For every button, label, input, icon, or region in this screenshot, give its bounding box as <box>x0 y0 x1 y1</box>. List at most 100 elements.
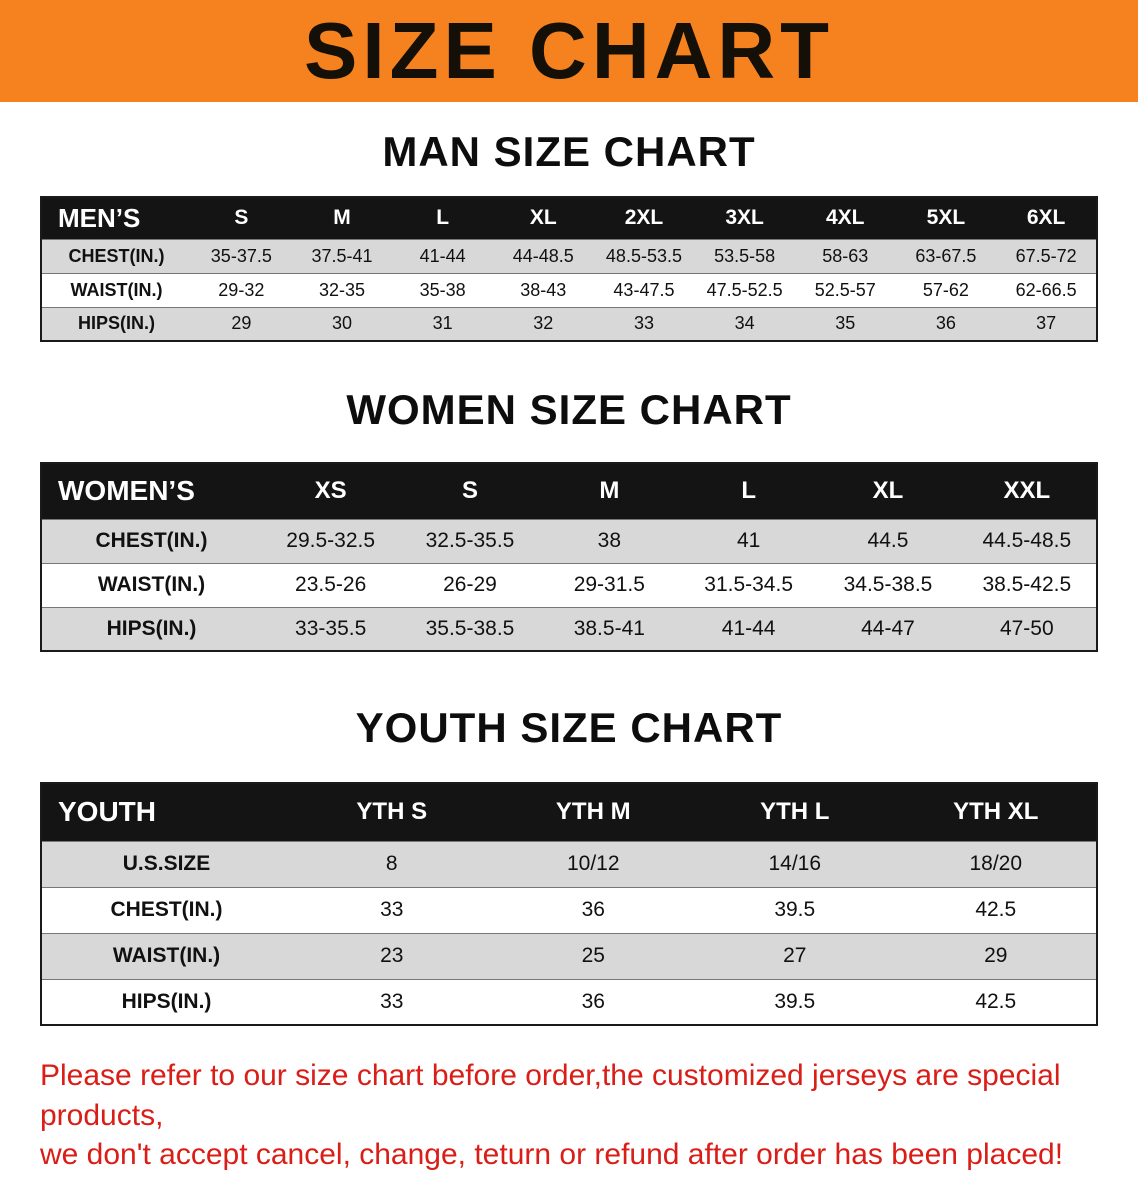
data-cell: 23 <box>291 932 493 979</box>
row-label-cell: HIPS(IN.) <box>41 606 261 651</box>
data-cell: 33 <box>291 978 493 1025</box>
data-cell: 38.5-42.5 <box>957 562 1097 607</box>
data-cell: 33 <box>291 886 493 933</box>
data-cell: 35-37.5 <box>191 238 292 273</box>
row-label-cell: CHEST(IN.) <box>41 518 261 563</box>
size-header-cell: YTH L <box>694 783 896 841</box>
data-cell: 25 <box>492 932 694 979</box>
youth-size-table: YOUTH YTH S YTH M YTH L YTH XL U.S.SIZE 8 10/12… <box>40 782 1098 1026</box>
data-cell: 44-47 <box>818 606 958 651</box>
data-cell: 44.5 <box>818 518 958 563</box>
footer-disclaimer: Please refer to our size chart before or… <box>0 1056 1138 1195</box>
data-cell: 33 <box>593 306 695 341</box>
data-cell: 30 <box>291 306 393 341</box>
header-row: MEN’S S M L XL 2XL 3XL 4XL 5XL 6XL <box>41 197 1097 239</box>
data-cell: 53.5-58 <box>694 238 795 273</box>
table-row: HIPS(IN.) 29 30 31 32 33 34 35 36 37 <box>41 306 1097 341</box>
data-cell: 36 <box>895 306 997 341</box>
disclaimer-line-1: Please refer to our size chart before or… <box>40 1059 1061 1132</box>
men-section-heading: MAN SIZE CHART <box>382 128 756 175</box>
size-header-cell: XS <box>261 463 401 519</box>
data-cell: 37.5-41 <box>291 238 393 273</box>
size-header-cell: 5XL <box>895 197 997 239</box>
data-cell: 38-43 <box>492 272 594 307</box>
men-size-section: MAN SIZE CHART MEN’S S M L XL 2XL 3XL 4XL 5XL 6XL… <box>0 102 1138 342</box>
data-cell: 62-66.5 <box>996 272 1097 307</box>
data-cell: 38.5-41 <box>539 606 679 651</box>
header-row: YOUTH YTH S YTH M YTH L YTH XL <box>41 783 1097 841</box>
data-cell: 32 <box>492 306 594 341</box>
data-cell: 42.5 <box>895 978 1097 1025</box>
data-cell: 14/16 <box>694 840 896 887</box>
table-title-cell: WOMEN’S <box>41 463 261 519</box>
data-cell: 23.5-26 <box>261 562 401 607</box>
table-row: WAIST(IN.) 29-32 32-35 35-38 38-43 43-47.5 47.… <box>41 272 1097 307</box>
women-size-table: WOMEN’S XS S M L XL XXL CHEST(IN.) 29.5-32.5 32.5… <box>40 462 1098 652</box>
data-cell: 26-29 <box>400 562 540 607</box>
data-cell: 42.5 <box>895 886 1097 933</box>
data-cell: 34 <box>694 306 795 341</box>
data-cell: 37 <box>996 306 1097 341</box>
data-cell: 41-44 <box>678 606 819 651</box>
data-cell: 38 <box>539 518 679 563</box>
disclaimer-line-2: we don't accept cancel, change, teturn o… <box>40 1138 1064 1172</box>
data-cell: 36 <box>492 886 694 933</box>
size-header-cell: 2XL <box>593 197 695 239</box>
youth-section-heading: YOUTH SIZE CHART <box>355 704 783 751</box>
table-row: WAIST(IN.) 23 25 27 29 <box>41 932 1097 979</box>
size-header-cell: 6XL <box>996 197 1097 239</box>
data-cell: 29 <box>895 932 1097 979</box>
table-title-cell: YOUTH <box>41 783 291 841</box>
youth-size-section: YOUTH SIZE CHART YOUTH YTH S YTH M YTH L YTH… <box>0 652 1138 1026</box>
row-label-cell: WAIST(IN.) <box>41 272 191 307</box>
data-cell: 47.5-52.5 <box>694 272 795 307</box>
data-cell: 44.5-48.5 <box>957 518 1097 563</box>
data-cell: 32.5-35.5 <box>400 518 540 563</box>
data-cell: 67.5-72 <box>996 238 1097 273</box>
size-header-cell: L <box>678 463 819 519</box>
data-cell: 31 <box>392 306 493 341</box>
data-cell: 52.5-57 <box>794 272 896 307</box>
data-cell: 18/20 <box>895 840 1097 887</box>
table-row: CHEST(IN.) 33 36 39.5 42.5 <box>41 886 1097 933</box>
header-row: WOMEN’S XS S M L XL XXL <box>41 463 1097 519</box>
size-header-cell: M <box>539 463 679 519</box>
size-header-cell: M <box>291 197 393 239</box>
data-cell: 63-67.5 <box>895 238 997 273</box>
table-row: HIPS(IN.) 33-35.5 35.5-38.5 38.5-41 41-44 44-… <box>41 606 1097 651</box>
data-cell: 41-44 <box>392 238 493 273</box>
row-label-cell: WAIST(IN.) <box>41 932 291 979</box>
size-header-cell: 3XL <box>694 197 795 239</box>
data-cell: 48.5-53.5 <box>593 238 695 273</box>
row-label-cell: WAIST(IN.) <box>41 562 261 607</box>
data-cell: 33-35.5 <box>261 606 401 651</box>
page-title: SIZE CHART <box>304 6 834 95</box>
row-label-cell: CHEST(IN.) <box>41 238 191 273</box>
table-row: U.S.SIZE 8 10/12 14/16 18/20 <box>41 840 1097 887</box>
size-header-cell: S <box>191 197 292 239</box>
size-header-cell: YTH S <box>291 783 493 841</box>
row-label-cell: U.S.SIZE <box>41 840 291 887</box>
row-label-cell: HIPS(IN.) <box>41 306 191 341</box>
data-cell: 27 <box>694 932 896 979</box>
size-header-cell: YTH XL <box>895 783 1097 841</box>
row-label-cell: CHEST(IN.) <box>41 886 291 933</box>
data-cell: 29.5-32.5 <box>261 518 401 563</box>
data-cell: 36 <box>492 978 694 1025</box>
size-header-cell: L <box>392 197 493 239</box>
data-cell: 32-35 <box>291 272 393 307</box>
table-title-cell: MEN’S <box>41 197 191 239</box>
data-cell: 58-63 <box>794 238 896 273</box>
data-cell: 34.5-38.5 <box>818 562 958 607</box>
row-label-cell: HIPS(IN.) <box>41 978 291 1025</box>
data-cell: 39.5 <box>694 886 896 933</box>
table-row: WAIST(IN.) 23.5-26 26-29 29-31.5 31.5-34.5 34… <box>41 562 1097 607</box>
data-cell: 35-38 <box>392 272 493 307</box>
data-cell: 31.5-34.5 <box>678 562 819 607</box>
table-row: CHEST(IN.) 35-37.5 37.5-41 41-44 44-48.5 48.5… <box>41 238 1097 273</box>
size-header-cell: YTH M <box>492 783 694 841</box>
size-header-cell: 4XL <box>794 197 896 239</box>
men-size-table: MEN’S S M L XL 2XL 3XL 4XL 5XL 6XL CHEST(IN.) 35-37… <box>40 196 1098 342</box>
banner: SIZE CHART <box>0 0 1138 102</box>
